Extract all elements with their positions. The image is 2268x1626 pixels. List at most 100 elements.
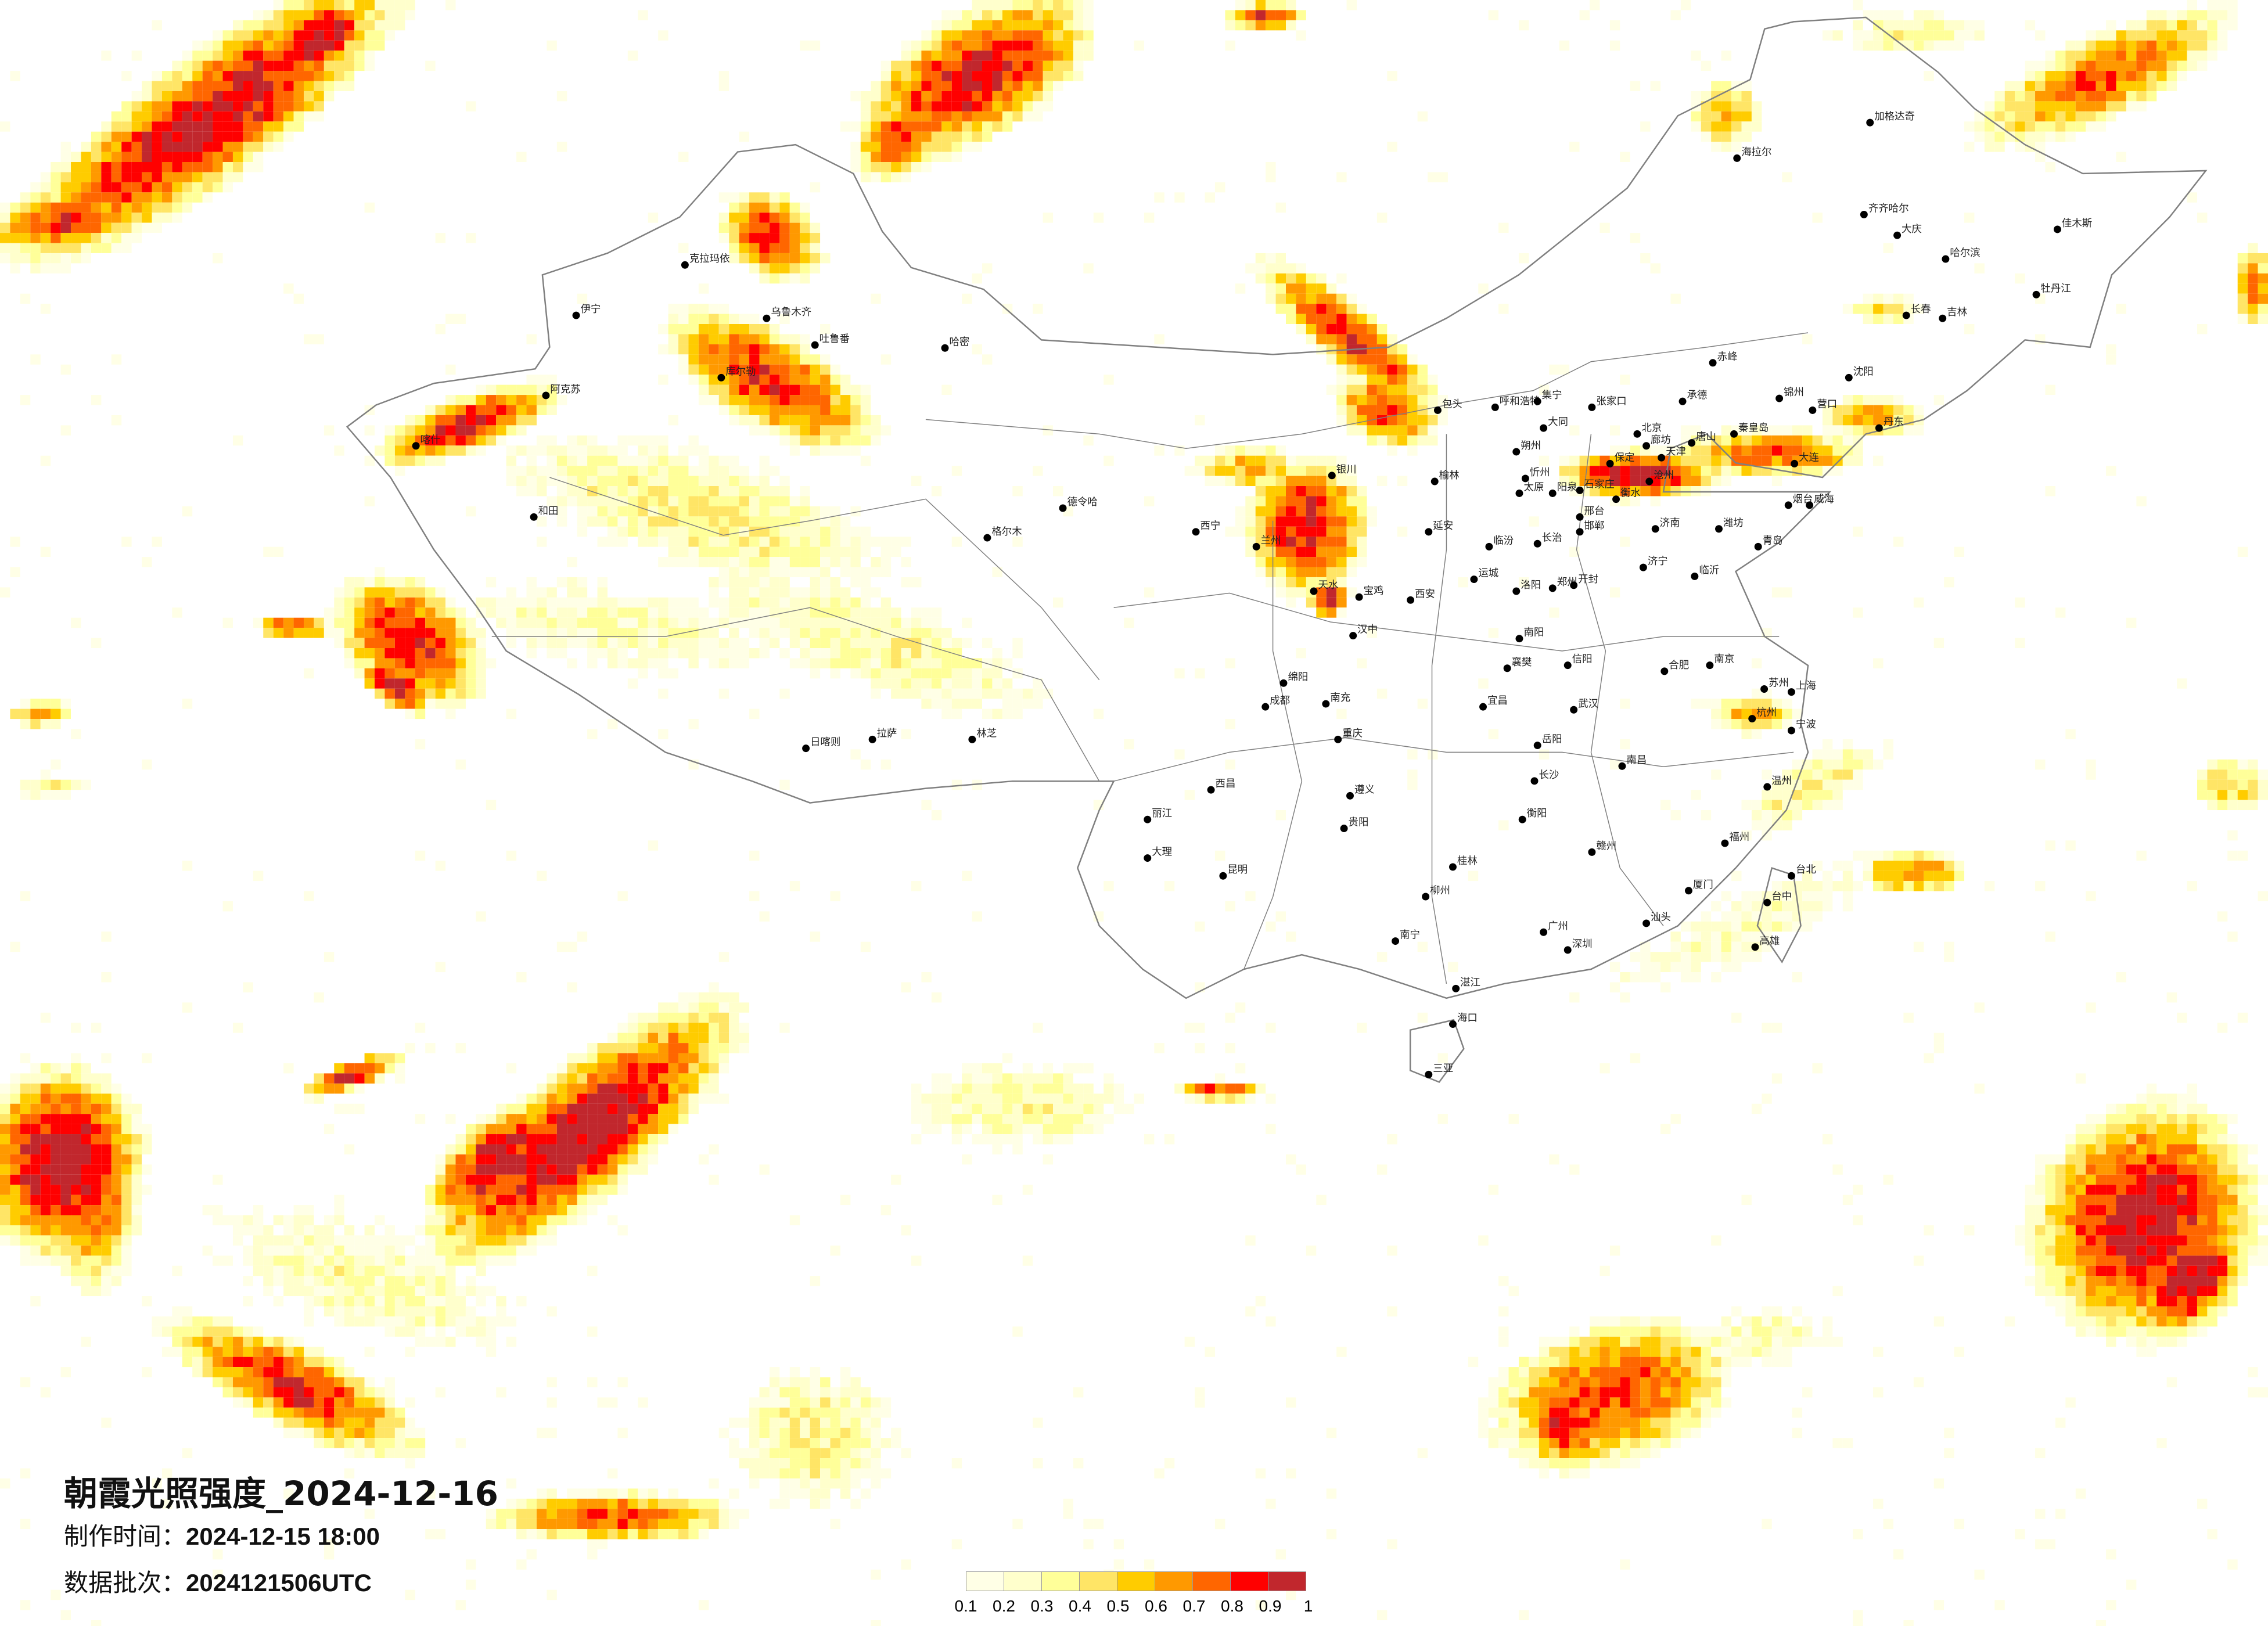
heat-cell	[1731, 435, 1742, 446]
heat-cell	[394, 678, 405, 689]
heat-cell	[415, 850, 426, 861]
heat-cell	[1873, 304, 1884, 314]
heat-cell	[40, 1225, 51, 1236]
heat-cell	[769, 334, 780, 344]
heat-cell	[334, 71, 344, 81]
heat-cell	[172, 111, 182, 122]
heat-cell	[142, 1144, 152, 1154]
heat-cell	[2207, 30, 2217, 41]
heat-cell	[547, 587, 557, 598]
heat-cell	[1893, 405, 1904, 415]
heat-cell	[1245, 526, 1256, 537]
heat-cell	[344, 40, 355, 51]
heat-cell	[1913, 870, 1924, 882]
heat-cell	[556, 486, 567, 497]
heat-cell	[962, 668, 972, 679]
heat-cell	[597, 476, 608, 487]
heat-cell	[951, 71, 962, 81]
heat-cell	[1924, 71, 1934, 81]
heat-cell	[1033, 20, 1043, 31]
heat-cell	[769, 506, 780, 517]
heat-cell	[739, 1002, 750, 1013]
heat-cell	[81, 1093, 91, 1104]
heat-cell	[1933, 30, 1944, 41]
heat-cell	[1326, 354, 1337, 365]
heat-cell	[2146, 1144, 2157, 1154]
heat-cell	[2248, 1245, 2258, 1256]
heat-cell	[1620, 375, 1630, 385]
heat-cell	[2207, 1195, 2217, 1206]
heat-cell	[1043, 1114, 1054, 1124]
heat-cell	[60, 1103, 71, 1114]
heat-cell	[253, 142, 264, 152]
heat-cell	[658, 516, 668, 527]
heat-cell	[1053, 1093, 1063, 1104]
heat-cell	[1316, 283, 1327, 294]
heat-cell	[1640, 962, 1651, 973]
heat-cell	[1508, 1114, 1519, 1124]
heat-cell	[394, 1063, 405, 1074]
heat-cell	[982, 10, 993, 20]
heat-cell	[779, 537, 790, 547]
heat-cell	[2197, 51, 2208, 61]
heat-cell	[486, 1195, 497, 1206]
heat-cell	[1792, 800, 1803, 811]
heat-cell	[871, 152, 881, 163]
heat-cell	[1397, 415, 1408, 426]
heat-cell	[1275, 516, 1286, 527]
heat-cell	[263, 111, 274, 122]
heat-cell	[982, 1083, 993, 1094]
heat-cell	[344, 1063, 355, 1074]
heat-cell	[951, 678, 962, 689]
heat-cell	[2065, 91, 2076, 102]
heat-cell	[1214, 182, 1225, 193]
heat-cell	[648, 486, 659, 497]
heat-cell	[607, 476, 618, 487]
heat-cell	[486, 1114, 497, 1124]
heat-cell	[567, 1124, 577, 1135]
heat-cell	[314, 111, 324, 122]
heat-cell	[607, 506, 618, 517]
heat-cell	[800, 415, 810, 426]
heat-cell	[1235, 1093, 1246, 1104]
heat-cell	[1984, 121, 1995, 132]
heat-cell	[536, 1205, 547, 1215]
heat-cell	[101, 1225, 112, 1236]
heat-cell	[2197, 1185, 2208, 1195]
heat-cell	[172, 131, 182, 142]
heat-cell	[1306, 516, 1317, 527]
heat-cell	[567, 1174, 577, 1185]
heat-cell	[860, 395, 871, 405]
heat-cell	[375, 40, 385, 51]
heat-cell	[2177, 1164, 2187, 1175]
heat-cell	[2248, 253, 2258, 264]
heat-cell	[1518, 20, 1529, 31]
heat-cell	[354, 1256, 365, 1266]
heat-cell	[40, 222, 51, 233]
heat-cell	[243, 81, 253, 91]
heat-cell	[749, 607, 760, 618]
heat-cell	[901, 172, 911, 182]
heat-cell	[384, 607, 395, 618]
heat-cell	[1802, 870, 1813, 882]
heat-cell	[1721, 121, 1732, 132]
heat-cell	[2166, 1134, 2177, 1145]
heat-cell	[293, 1256, 304, 1266]
heat-cell	[1812, 455, 1823, 466]
heat-cell	[901, 101, 911, 111]
heat-cell	[1802, 769, 1813, 780]
heat-cell	[253, 1235, 264, 1246]
heat-cell	[1326, 324, 1337, 334]
heat-cell	[142, 222, 152, 233]
heat-cell	[607, 607, 618, 618]
heat-cell	[1214, 850, 1225, 861]
heat-cell	[1235, 20, 1246, 31]
heat-cell	[779, 425, 790, 436]
heat-cell	[1316, 293, 1327, 304]
heat-cell	[769, 557, 780, 567]
heat-cell	[901, 111, 911, 122]
heat-cell	[739, 131, 750, 142]
heat-cell	[1387, 415, 1397, 426]
heat-cell	[1670, 466, 1681, 476]
heat-cell	[617, 1185, 628, 1195]
